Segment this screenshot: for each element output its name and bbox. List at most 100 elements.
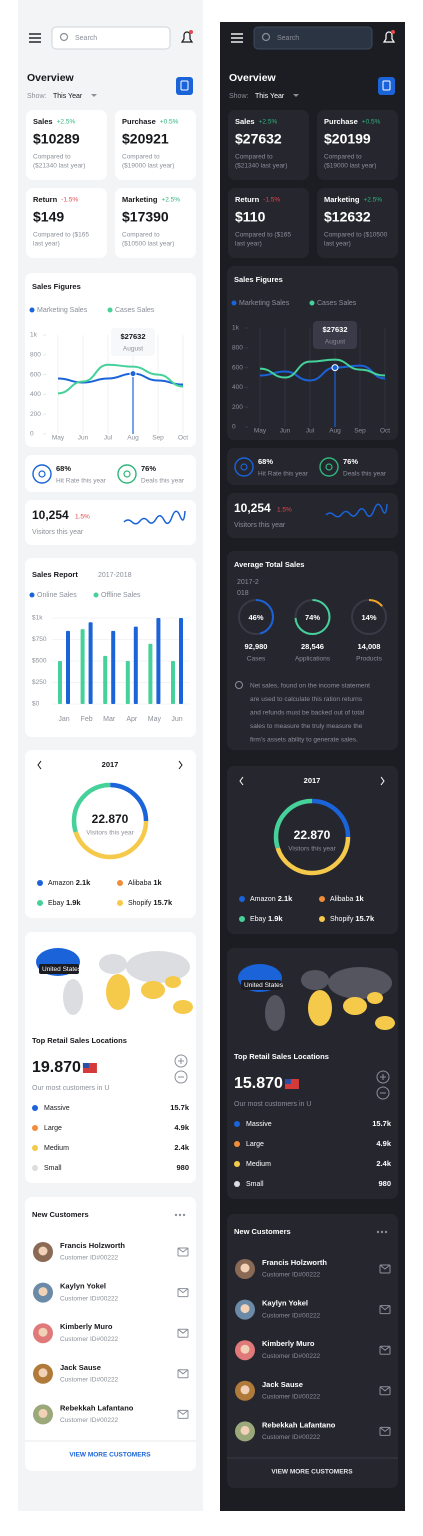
more-dot — [178, 1213, 182, 1217]
mail-icon — [379, 1386, 391, 1392]
bar — [171, 661, 175, 704]
visitors-change: 1.5% — [277, 507, 292, 514]
bell-dot — [189, 30, 193, 34]
mail-button[interactable] — [379, 1386, 391, 1396]
y-tick-label: 0 — [232, 424, 236, 431]
mail-button[interactable] — [177, 1328, 189, 1338]
stat-value: $20199 — [324, 131, 371, 147]
mail-icon — [379, 1427, 391, 1433]
bar — [88, 622, 93, 704]
bar — [58, 661, 62, 704]
search-box[interactable] — [253, 26, 373, 50]
show-value: This Year — [53, 93, 83, 100]
tooltip-label: August — [123, 346, 143, 353]
y-tick-label: 0 — [30, 431, 34, 438]
mail-button[interactable] — [379, 1426, 391, 1436]
export-button[interactable] — [378, 77, 395, 95]
customer-id: Customer ID#00222 — [60, 1377, 119, 1384]
mail-button[interactable] — [177, 1247, 189, 1257]
stat-card — [26, 188, 107, 258]
map-tooltip: United States — [42, 966, 82, 973]
minus-button[interactable] — [376, 1086, 390, 1100]
mail-button[interactable] — [379, 1264, 391, 1274]
map-region — [343, 997, 367, 1015]
map-region — [375, 1016, 395, 1030]
mail-button[interactable] — [177, 1369, 189, 1379]
legend-dot — [309, 300, 315, 306]
sales-figures-card — [25, 273, 196, 447]
y-tick-label: 400 — [30, 391, 41, 398]
mail-icon — [177, 1410, 189, 1416]
stat-label: Marketing — [122, 195, 158, 204]
prev-button[interactable] — [37, 760, 42, 770]
location-name: Massive — [246, 1121, 272, 1128]
x-tick-label: Oct — [178, 435, 188, 442]
mail-button[interactable] — [177, 1409, 189, 1419]
customer-id: Customer ID#00222 — [60, 1295, 119, 1302]
kpi-value: 68% — [258, 457, 273, 466]
export-button[interactable] — [176, 77, 193, 95]
customer-name: Rebekkah Lafantano — [60, 1403, 134, 1412]
mail-button[interactable] — [177, 1288, 189, 1298]
search-placeholder: Search — [75, 35, 97, 42]
search-box[interactable] — [51, 26, 171, 50]
kpi-ring — [117, 464, 137, 484]
plus-button[interactable] — [174, 1054, 188, 1068]
sales-report-card — [25, 558, 196, 737]
legend-dot — [234, 1161, 240, 1167]
stat-value: $12632 — [324, 209, 371, 225]
stat-card — [317, 188, 398, 258]
mail-icon — [177, 1247, 189, 1253]
map-region — [173, 1000, 193, 1014]
view-more-link[interactable]: VIEW MORE CUSTOMERS — [271, 1469, 353, 1476]
donut-ring — [273, 798, 351, 876]
next-button[interactable] — [380, 776, 385, 786]
x-tick-label: Aug — [127, 435, 139, 442]
amount-label: Products — [356, 656, 382, 663]
kpi-label: Hit Rate this year — [56, 478, 107, 485]
note-line: Net sales, found on the income statement — [250, 683, 370, 690]
stat-change: -1.5% — [61, 197, 78, 204]
location-name: Massive — [44, 1105, 70, 1112]
bell-icon — [180, 31, 194, 43]
more-dot — [376, 1230, 380, 1234]
stat-change: +2.5% — [363, 197, 382, 204]
y-tick-label: 600 — [232, 364, 243, 371]
donut-label: Visitors this year — [86, 830, 134, 837]
customer-id: Customer ID#00222 — [60, 1417, 119, 1424]
prev-button[interactable] — [239, 776, 244, 786]
y-tick-label: 800 — [232, 345, 243, 352]
avatar-face — [38, 1327, 48, 1337]
legend-dot — [234, 1141, 240, 1147]
stat-card — [26, 110, 107, 180]
mail-button[interactable] — [379, 1305, 391, 1315]
avatar-face — [240, 1425, 250, 1435]
stat-value: $149 — [33, 209, 64, 225]
minus-button[interactable] — [174, 1070, 188, 1084]
legend-dot — [29, 307, 35, 313]
next-button[interactable] — [178, 760, 183, 770]
kpi-card — [25, 455, 196, 492]
stat-note: ($21340 last year) — [33, 163, 85, 170]
legend-dot — [32, 1165, 38, 1171]
customers-card — [227, 1214, 398, 1488]
tooltip-box — [111, 328, 155, 356]
legend-dot — [319, 896, 325, 902]
y-tick-label: 200 — [30, 411, 41, 418]
x-tick-label: Jun — [171, 716, 182, 723]
customer-name: Kimberly Muro — [60, 1322, 113, 1331]
mail-icon — [379, 1305, 391, 1311]
view-more-link[interactable]: VIEW MORE CUSTOMERS — [69, 1452, 151, 1459]
donut-card — [227, 766, 398, 934]
kpi-label: Hit Rate this year — [258, 471, 309, 478]
mail-icon — [177, 1328, 189, 1334]
locations-value: 15.870 — [234, 1075, 283, 1092]
visitors-value: 10,254 — [32, 508, 69, 522]
plus-button[interactable] — [376, 1070, 390, 1084]
donut-year: 2017 — [304, 776, 321, 785]
map-tooltip-box — [39, 964, 79, 974]
x-tick-label: Jul — [306, 428, 315, 435]
search-placeholder: Search — [277, 35, 299, 42]
mail-button[interactable] — [379, 1345, 391, 1355]
map-region — [301, 970, 329, 990]
